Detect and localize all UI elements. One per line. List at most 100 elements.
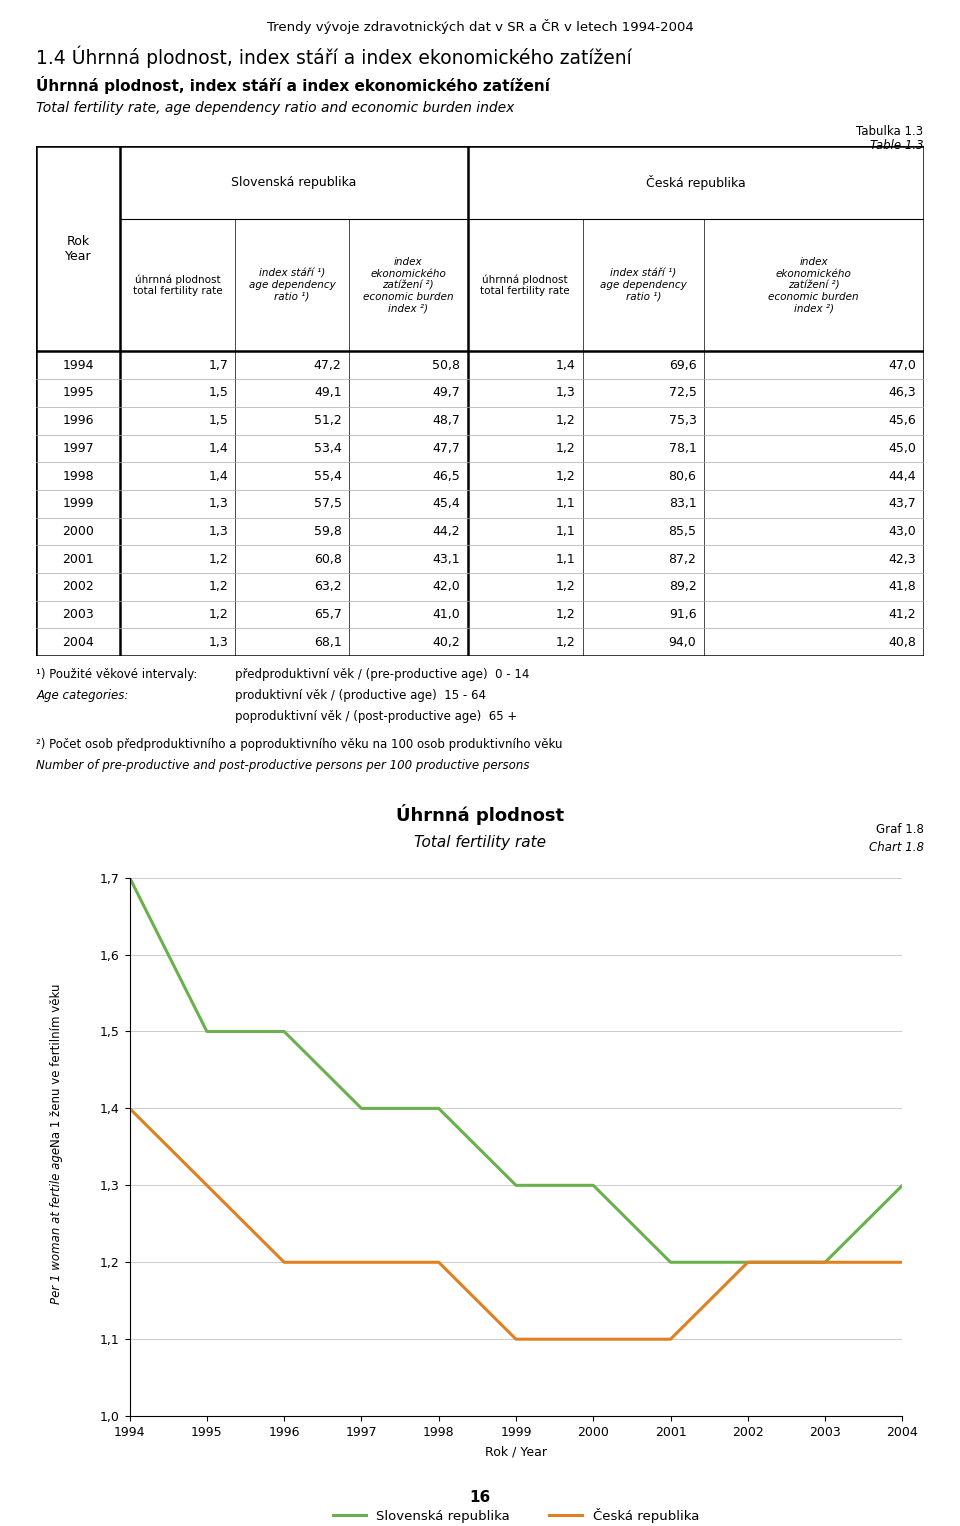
- Text: ²) Počet osob předproduktivního a poproduktivního věku na 100 osob produktivního: ²) Počet osob předproduktivního a poprod…: [36, 739, 563, 751]
- X-axis label: Rok / Year: Rok / Year: [485, 1445, 547, 1459]
- Text: poproduktivní věk / (post-productive age)  65 +: poproduktivní věk / (post-productive age…: [235, 710, 517, 723]
- Text: 2003: 2003: [62, 609, 94, 621]
- Text: Rok
Year: Rok Year: [65, 235, 91, 262]
- Text: 1998: 1998: [62, 470, 94, 482]
- Text: 48,7: 48,7: [433, 414, 461, 427]
- Text: Tabulka 1.3: Tabulka 1.3: [856, 125, 924, 139]
- Text: produktivní věk / (productive age)  15 - 64: produktivní věk / (productive age) 15 - …: [235, 690, 486, 702]
- Text: úhrnná plodnost
total fertility rate: úhrnná plodnost total fertility rate: [132, 275, 223, 296]
- Text: 41,0: 41,0: [433, 609, 461, 621]
- Text: 1,3: 1,3: [556, 386, 576, 400]
- Text: 1,3: 1,3: [208, 497, 228, 510]
- Text: 1,1: 1,1: [556, 552, 576, 566]
- Text: index stáří ¹)
age dependency
ratio ¹): index stáří ¹) age dependency ratio ¹): [600, 269, 686, 302]
- Text: 69,6: 69,6: [669, 359, 696, 372]
- Text: 1,2: 1,2: [208, 609, 228, 621]
- Text: 1,2: 1,2: [208, 552, 228, 566]
- Text: 1,2: 1,2: [556, 414, 576, 427]
- Text: index
ekonomického
zatížení ²)
economic burden
index ²): index ekonomického zatížení ²) economic …: [363, 256, 453, 313]
- Text: 75,3: 75,3: [668, 414, 696, 427]
- Text: 83,1: 83,1: [669, 497, 696, 510]
- Text: Česká republika: Česká republika: [646, 175, 745, 191]
- Text: 44,4: 44,4: [889, 470, 917, 482]
- Text: 43,7: 43,7: [889, 497, 917, 510]
- Text: ¹) Použité věkové intervaly:: ¹) Použité věkové intervaly:: [36, 668, 198, 682]
- Text: 1,3: 1,3: [208, 636, 228, 649]
- Text: 44,2: 44,2: [433, 525, 461, 539]
- Text: 2001: 2001: [62, 552, 94, 566]
- Text: 63,2: 63,2: [314, 580, 342, 594]
- Text: 57,5: 57,5: [314, 497, 342, 510]
- Text: 40,2: 40,2: [433, 636, 461, 649]
- Text: Na 1 ženu ve fertilním věku: Na 1 ženu ve fertilním věku: [50, 983, 62, 1148]
- Text: 1,4: 1,4: [556, 359, 576, 372]
- Text: 1,2: 1,2: [556, 443, 576, 455]
- Text: 1,2: 1,2: [556, 636, 576, 649]
- Text: 1,4: 1,4: [208, 443, 228, 455]
- Text: 42,3: 42,3: [889, 552, 917, 566]
- Text: 1,3: 1,3: [208, 525, 228, 539]
- Text: Chart 1.8: Chart 1.8: [869, 841, 924, 855]
- Text: 1,2: 1,2: [208, 580, 228, 594]
- Text: Úhrnná plodnost: Úhrnná plodnost: [396, 804, 564, 826]
- Text: 91,6: 91,6: [669, 609, 696, 621]
- Text: 41,2: 41,2: [889, 609, 917, 621]
- Text: 1,5: 1,5: [208, 414, 228, 427]
- Text: 49,1: 49,1: [314, 386, 342, 400]
- Text: 1,2: 1,2: [556, 580, 576, 594]
- Text: index stáří ¹)
age dependency
ratio ¹): index stáří ¹) age dependency ratio ¹): [249, 269, 335, 302]
- Text: 55,4: 55,4: [314, 470, 342, 482]
- Text: 1,1: 1,1: [556, 525, 576, 539]
- Text: 43,0: 43,0: [889, 525, 917, 539]
- Text: Per 1 woman at fertile age: Per 1 woman at fertile age: [50, 1148, 62, 1305]
- Text: 45,6: 45,6: [889, 414, 917, 427]
- Text: Graf 1.8: Graf 1.8: [876, 823, 924, 836]
- Text: 94,0: 94,0: [669, 636, 696, 649]
- Text: 42,0: 42,0: [433, 580, 461, 594]
- Text: Number of pre-productive and post-productive persons per 100 productive persons: Number of pre-productive and post-produc…: [36, 758, 530, 772]
- Text: 80,6: 80,6: [668, 470, 696, 482]
- Text: 1,2: 1,2: [556, 470, 576, 482]
- Text: 68,1: 68,1: [314, 636, 342, 649]
- Text: 1994: 1994: [62, 359, 94, 372]
- Text: Age categories:: Age categories:: [36, 690, 129, 702]
- Text: 1999: 1999: [62, 497, 94, 510]
- Text: Table 1.3: Table 1.3: [870, 139, 924, 153]
- Text: 40,8: 40,8: [889, 636, 917, 649]
- Text: 45,0: 45,0: [889, 443, 917, 455]
- Text: 2004: 2004: [62, 636, 94, 649]
- Text: 85,5: 85,5: [668, 525, 696, 539]
- Text: 49,7: 49,7: [433, 386, 461, 400]
- Text: 47,7: 47,7: [433, 443, 461, 455]
- Text: 60,8: 60,8: [314, 552, 342, 566]
- Text: 1997: 1997: [62, 443, 94, 455]
- Text: 1,7: 1,7: [208, 359, 228, 372]
- Text: 2000: 2000: [62, 525, 94, 539]
- Text: 51,2: 51,2: [314, 414, 342, 427]
- Text: 43,1: 43,1: [433, 552, 461, 566]
- Text: 1996: 1996: [62, 414, 94, 427]
- Text: 1,4: 1,4: [208, 470, 228, 482]
- Text: předproduktivní věk / (pre-productive age)  0 - 14: předproduktivní věk / (pre-productive ag…: [235, 668, 530, 682]
- Legend: Slovenská republika, Česká republika: Slovenská republika, Česká republika: [327, 1503, 705, 1526]
- Text: 59,8: 59,8: [314, 525, 342, 539]
- Text: 65,7: 65,7: [314, 609, 342, 621]
- Text: Total fertility rate, age dependency ratio and economic burden index: Total fertility rate, age dependency rat…: [36, 101, 515, 114]
- Text: 1,2: 1,2: [556, 609, 576, 621]
- Text: Slovenská republika: Slovenská republika: [231, 175, 356, 189]
- Text: 53,4: 53,4: [314, 443, 342, 455]
- Text: 1995: 1995: [62, 386, 94, 400]
- Text: 1,1: 1,1: [556, 497, 576, 510]
- Text: 1.4 Úhrnná plodnost, index stáří a index ekonomického zatížení: 1.4 Úhrnná plodnost, index stáří a index…: [36, 46, 633, 69]
- Text: 89,2: 89,2: [669, 580, 696, 594]
- Text: 87,2: 87,2: [668, 552, 696, 566]
- Text: 47,0: 47,0: [889, 359, 917, 372]
- Text: Trendy vývoje zdravotnických dat v SR a ČR v letech 1994-2004: Trendy vývoje zdravotnických dat v SR a …: [267, 20, 693, 34]
- Text: Total fertility rate: Total fertility rate: [414, 835, 546, 850]
- Text: Úhrnná plodnost, index stáří a index ekonomického zatížení: Úhrnná plodnost, index stáří a index eko…: [36, 76, 550, 95]
- Text: 46,3: 46,3: [889, 386, 917, 400]
- Text: 47,2: 47,2: [314, 359, 342, 372]
- Text: 41,8: 41,8: [889, 580, 917, 594]
- Text: 50,8: 50,8: [433, 359, 461, 372]
- Text: úhrnná plodnost
total fertility rate: úhrnná plodnost total fertility rate: [480, 275, 570, 296]
